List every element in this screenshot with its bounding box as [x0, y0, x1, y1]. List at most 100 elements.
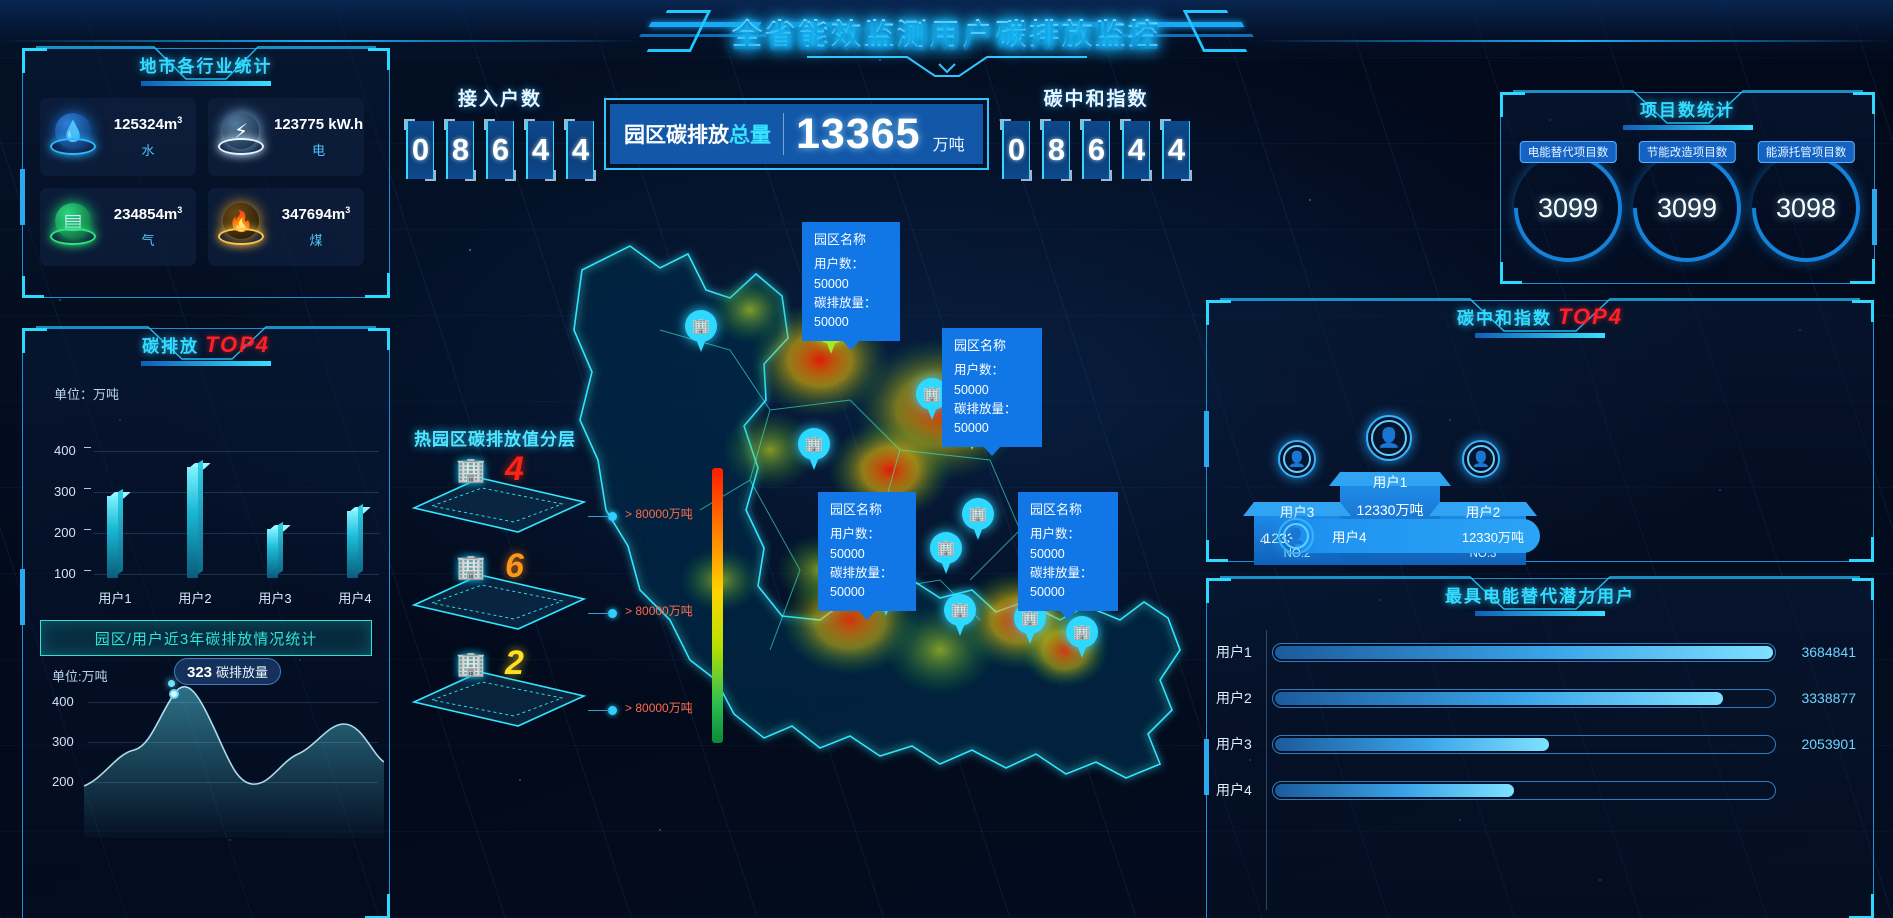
line-tooltip-label: 碳排放量: [216, 665, 269, 680]
potential-bar-track: [1272, 642, 1776, 662]
gauge-value: 3099: [1656, 192, 1718, 223]
potential-name: 用户4: [1216, 782, 1252, 798]
map-tooltip: 园区名称 用户数：50000 碳排放量：50000: [818, 492, 916, 611]
bar-item: [107, 488, 131, 578]
map-tooltip-line2: 碳排放量：50000: [830, 565, 893, 600]
province-heatmap[interactable]: 🏢 🏢 🏢 🏢 🏢 🏢 🏢 🏢: [520, 150, 1260, 890]
building-icon: 🏢: [456, 554, 486, 581]
map-tooltip-title: 园区名称: [830, 502, 883, 517]
gauge-electric-substitution[interactable]: 3099 电能替代项目数: [1491, 131, 1645, 285]
bar-category: 用户3: [258, 591, 292, 606]
digit: 4: [566, 121, 594, 179]
potential-bar-track: [1272, 780, 1776, 800]
map-tooltip-line1: 用户数：50000: [954, 363, 1005, 397]
potential-row[interactable]: 用户3 2053901: [1216, 734, 1856, 754]
bar-ytick: 100: [54, 566, 76, 581]
line-ytick: 200: [52, 774, 74, 789]
total-emission-label: 园区碳排放总量: [624, 119, 771, 149]
title-notch: [806, 56, 1087, 78]
potential-name: 用户1: [1216, 644, 1252, 660]
industry-panel-title: 地市各行业统计: [139, 57, 273, 76]
carbon-top4-title-text: 碳排放: [141, 337, 199, 356]
podium-name-first: 用户1: [1372, 475, 1408, 490]
access-users-counter: 接入户数 0 8 6 4 4: [404, 84, 596, 181]
potential-value: 2053901: [1801, 736, 1856, 752]
map-pin[interactable]: 🏢: [685, 310, 717, 352]
digit: 8: [1042, 121, 1070, 179]
potential-value: 3338877: [1801, 690, 1856, 706]
map-tooltip-line2: 碳排放量：50000: [814, 295, 877, 330]
map-pin[interactable]: 🏢: [944, 594, 976, 636]
industry-card-coal[interactable]: 🔥 347694m3 煤: [208, 188, 364, 266]
avatar: 👤: [1366, 415, 1412, 461]
map-tooltip-line1: 用户数：50000: [814, 257, 865, 291]
flame-icon: 🔥: [214, 200, 268, 254]
recent-3y-statistics-button[interactable]: 园区/用户近3年碳排放情况统计: [40, 620, 372, 656]
bar-chart-unit-label: 单位：万吨: [54, 387, 120, 402]
neutral-top4-panel: 碳中和指数 TOP4 👤 👤 👤: [1204, 298, 1874, 565]
heat-layer-item[interactable]: 🏢 4 > 80000万吨: [410, 450, 693, 543]
map-pin[interactable]: 🏢: [798, 428, 830, 470]
potential-name: 用户3: [1216, 736, 1252, 752]
avatar: 👤: [1278, 440, 1316, 478]
industry-panel: 地市各行业统计 💧 125324m3 水 ⚡ 123: [20, 46, 390, 298]
rank4-row[interactable]: 用户4 12330万吨: [1292, 519, 1540, 553]
total-divider: [783, 113, 784, 155]
potential-row[interactable]: 用户4: [1216, 780, 1856, 800]
rank4-index: 4: [1260, 533, 1267, 547]
potential-panel-header: 最具电能替代潜力用户: [1206, 576, 1874, 618]
bar-ytick: 200: [54, 525, 76, 540]
layer-count: 2: [505, 644, 524, 682]
gauge-energy-hosting[interactable]: 3098 能源托管项目数: [1729, 131, 1883, 285]
line-ytick: 300: [52, 734, 74, 749]
project-panel-title: 项目数统计: [1640, 101, 1735, 120]
map-pin[interactable]: 🏢: [930, 532, 962, 574]
bar-item: [267, 521, 291, 578]
map-pin[interactable]: 🏢: [1066, 616, 1098, 658]
total-emission-label-accent: 总量: [729, 124, 771, 147]
carbon-neutral-index-digits: 0 8 6 4 4: [1000, 119, 1192, 181]
bar-category: 用户1: [98, 591, 132, 606]
neutral-top4-header: 碳中和指数 TOP4: [1206, 298, 1874, 340]
layer-plate-icon: [411, 574, 587, 630]
gauge-value: 3098: [1775, 192, 1837, 223]
layer-dot-icon: [608, 706, 617, 715]
bar-item: [187, 459, 211, 578]
industry-card-electricity[interactable]: ⚡ 123775 kW.h 电: [208, 98, 364, 176]
industry-card-water[interactable]: 💧 125324m3 水: [40, 98, 196, 176]
total-emission-label-prefix: 园区碳排放: [624, 124, 729, 147]
digit: 4: [526, 121, 554, 179]
gauge-caption: 电能替代项目数: [1519, 141, 1617, 163]
digit: 8: [446, 121, 474, 179]
layer-dot-icon: [608, 609, 617, 618]
potential-panel-title: 最具电能替代潜力用户: [1445, 587, 1635, 606]
avatar: 👤: [1462, 440, 1500, 478]
header-rule-left: [0, 40, 640, 42]
industry-name: 煤: [309, 233, 323, 248]
potential-row[interactable]: 用户1 3684841: [1216, 642, 1856, 662]
heat-layer-item[interactable]: 🏢 2 > 80000万吨: [410, 644, 693, 737]
carbon-top4-title: 碳排放 TOP4: [142, 332, 270, 358]
project-panel-header: 项目数统计: [1500, 90, 1875, 132]
layer-plate-icon: [411, 477, 587, 533]
industry-card-gas[interactable]: ▤ 234854m3 气: [40, 188, 196, 266]
layer-threshold: > 80000万吨: [625, 507, 693, 521]
podium-name-third: 用户2: [1465, 505, 1501, 520]
industry-value-sup: 3: [177, 205, 183, 215]
page-title: 全省能效监测用户碳排放监控: [732, 10, 1161, 54]
neutral-top4-title-text: 碳中和指数: [1456, 309, 1552, 328]
map-tooltip-line2: 碳排放量：50000: [954, 401, 1017, 436]
rank4-name: 用户4: [1332, 530, 1367, 545]
map-pin[interactable]: 🏢: [962, 498, 994, 540]
rank4-avatar: 👤: [1278, 518, 1314, 554]
heat-layer-item[interactable]: 🏢 6 > 80000万吨: [410, 547, 693, 640]
gauge-caption: 节能改造项目数: [1638, 141, 1736, 163]
line-ytick: 400: [52, 694, 74, 709]
potential-value: 3684841: [1801, 644, 1856, 660]
potential-row[interactable]: 用户2 3338877: [1216, 688, 1856, 708]
podium: 👤 👤 👤 用户1 12330万吨 NO.1 用户3 12330万吨: [1206, 300, 1874, 565]
digit: 6: [486, 121, 514, 179]
carbon-neutral-index-counter: 碳中和指数 0 8 6 4 4: [1000, 84, 1192, 181]
gauge-energy-retrofit[interactable]: 3099 节能改造项目数: [1610, 131, 1764, 285]
